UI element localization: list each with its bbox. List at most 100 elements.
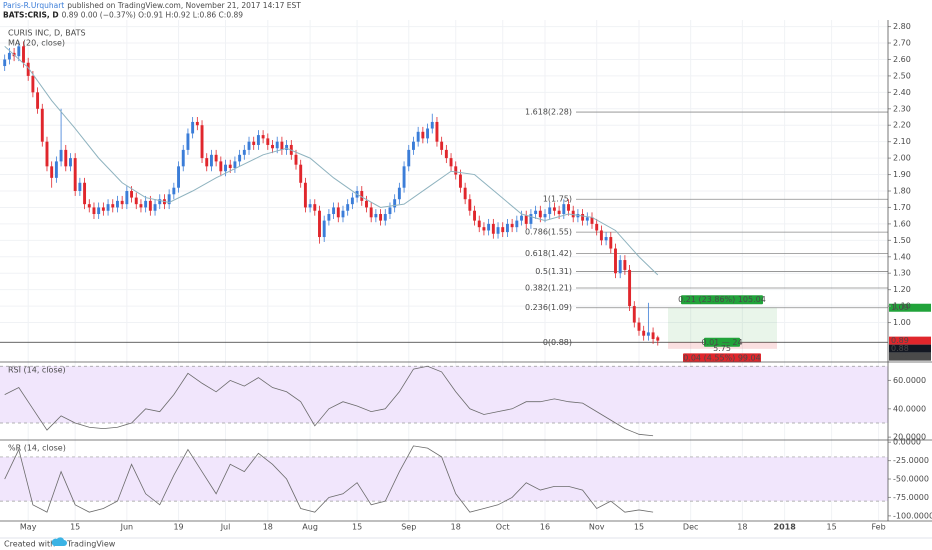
- candle-body: [505, 223, 509, 233]
- candle-body: [491, 223, 495, 234]
- position-stop-label-box: [683, 353, 761, 363]
- candle-body: [581, 214, 585, 221]
- candle-body: [412, 141, 415, 150]
- y-tick-label: 2.00: [893, 154, 911, 163]
- y-tick-label: 0.0000: [893, 438, 921, 447]
- x-tick-label: Sep: [401, 523, 416, 532]
- x-tick-label: 2018: [774, 523, 797, 532]
- candle-body: [181, 149, 185, 167]
- candle-body: [618, 260, 622, 274]
- candle-body: [571, 210, 575, 218]
- candle-body: [557, 210, 561, 215]
- candle-body: [186, 133, 190, 150]
- footer-brand: TradingView: [66, 540, 116, 549]
- indicator-line: [4, 365, 654, 437]
- chart-title: CURIS INC, D, BATS: [8, 29, 86, 38]
- plot-layers: May 15 Jun 19 Jul 18 Aug 15 Sep 18 Oct 16 Nov 15 Dec 18…: [0, 20, 932, 532]
- x-tick-label: May: [20, 523, 37, 532]
- candle-body: [313, 204, 317, 211]
- header-line-2: BATS:CRIS, D 0.89 0.00 (−0.37%) O:0.91 H:…: [3, 11, 243, 20]
- price-label: 1.09: [891, 303, 909, 312]
- published: published on TradingView.com, November 2…: [67, 1, 301, 10]
- candle-body: [379, 214, 383, 221]
- y-tick-label: 1.40: [893, 252, 911, 261]
- candle-body: [7, 52, 11, 60]
- candle-body: [609, 237, 613, 249]
- candle-body: [590, 217, 594, 224]
- candle-body: [369, 207, 373, 218]
- candle-body: [397, 187, 401, 200]
- x-tick-label: 18: [451, 523, 461, 532]
- candle-body: [271, 144, 274, 149]
- y-tick-label: 2.40: [893, 88, 911, 97]
- candle-body: [299, 164, 303, 183]
- candle-body: [280, 141, 284, 150]
- x-tick-label: 16: [540, 523, 550, 532]
- candle-body: [510, 223, 514, 228]
- quote: 0.89 0.00 (−0.37%) O:0.91 H:0.92 L:0.86 …: [62, 11, 244, 20]
- x-tick-label: 15: [634, 523, 644, 532]
- price-label-box: [889, 344, 931, 353]
- candle-body: [120, 200, 124, 205]
- candle-body: [31, 75, 35, 93]
- candle-body: [167, 194, 171, 205]
- price-label: 0.88: [891, 352, 909, 361]
- band: [0, 456, 888, 502]
- candle-body: [158, 199, 162, 205]
- candle-body: [177, 166, 180, 188]
- position-entry-label: 0.01 — 24: [701, 338, 742, 347]
- candle-body: [17, 46, 21, 57]
- candle-body: [435, 121, 439, 142]
- y-tick-label: 40.0000: [893, 404, 926, 413]
- candle-body: [416, 131, 420, 142]
- candle-body: [219, 161, 223, 172]
- candle-body: [468, 199, 472, 211]
- candle-body: [651, 332, 655, 339]
- candle-body: [3, 59, 7, 67]
- candle-body: [92, 207, 96, 215]
- candle-body: [614, 248, 617, 274]
- candle-body: [482, 227, 486, 231]
- candle-body: [242, 149, 246, 155]
- y-tick-label: 1.20: [893, 285, 911, 294]
- fib-level-label: 0.618(1.42): [525, 249, 572, 258]
- candle-body: [346, 204, 350, 211]
- candle-body: [520, 215, 523, 221]
- candle-body: [101, 207, 105, 211]
- y-tick-label: 1.60: [893, 219, 911, 228]
- y-tick-label: 1.50: [893, 236, 911, 245]
- candle-body: [78, 182, 82, 191]
- candle-body: [538, 210, 542, 218]
- fib-level-label: 0.382(1.21): [525, 284, 572, 293]
- price-label: 0.88: [891, 344, 909, 353]
- candle-body: [637, 322, 641, 331]
- symbol: BATS:CRIS, D: [3, 11, 59, 20]
- y-tick-label: -100.0000: [893, 511, 932, 520]
- candle-body: [341, 210, 345, 218]
- candle-body: [567, 204, 570, 211]
- candle-body: [73, 158, 77, 191]
- header-line-1: Paris-R.Urquhart published on TradingView…: [3, 1, 301, 10]
- y-tick-label: 1.70: [893, 203, 911, 212]
- pane-title: %R (14, close): [8, 444, 66, 453]
- candle-body: [252, 141, 256, 145]
- y-tick-label: 1.90: [893, 170, 911, 179]
- y-tick-label: 2.20: [893, 121, 911, 130]
- candle-body: [69, 158, 72, 167]
- fib-level-label: 0.786(1.55): [525, 228, 572, 237]
- y-tick-label: 1.30: [893, 269, 911, 278]
- candle-body: [383, 214, 387, 221]
- candle-body: [562, 204, 566, 215]
- candle-body: [656, 337, 660, 341]
- candle-body: [233, 161, 237, 168]
- x-tick-label: 19: [173, 523, 183, 532]
- candle-body: [26, 62, 30, 76]
- candle-body: [172, 187, 176, 195]
- candle-body: [139, 204, 143, 208]
- candle-body: [134, 197, 138, 205]
- candle-body: [22, 46, 25, 63]
- footer-created: Created with: [4, 540, 55, 549]
- candle-body: [463, 187, 467, 200]
- position-stop-label: 0.04 (4.55%) 99.04: [683, 353, 760, 362]
- price-label-box: [889, 352, 931, 361]
